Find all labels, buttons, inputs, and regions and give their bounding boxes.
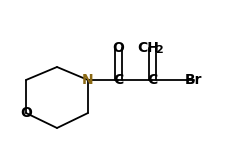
Text: 2: 2: [155, 45, 163, 55]
Text: C: C: [147, 73, 157, 87]
Text: CH: CH: [137, 41, 159, 55]
Text: O: O: [112, 41, 124, 55]
Text: C: C: [113, 73, 123, 87]
Text: Br: Br: [185, 73, 203, 87]
Text: N: N: [82, 73, 94, 87]
Text: O: O: [20, 106, 32, 120]
